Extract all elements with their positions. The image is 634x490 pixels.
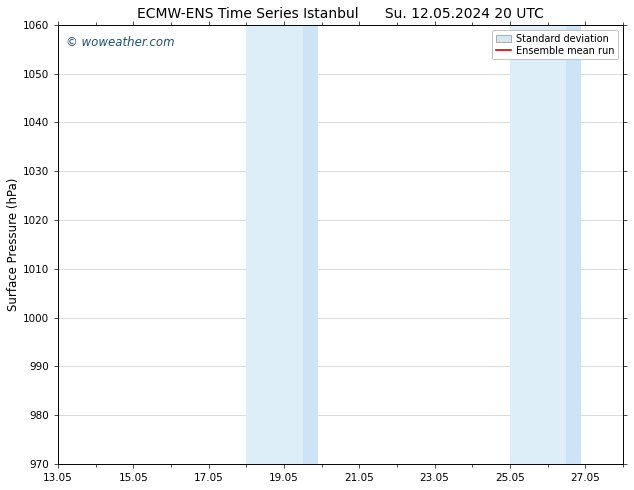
Bar	[303, 25, 318, 464]
Text: © woweather.com: © woweather.com	[67, 36, 175, 49]
Bar	[510, 25, 566, 464]
Legend: Standard deviation, Ensemble mean run: Standard deviation, Ensemble mean run	[493, 30, 618, 59]
Title: ECMW-ENS Time Series Istanbul      Su. 12.05.2024 20 UTC: ECMW-ENS Time Series Istanbul Su. 12.05.…	[137, 7, 544, 21]
Bar	[566, 25, 581, 464]
Bar	[246, 25, 303, 464]
Y-axis label: Surface Pressure (hPa): Surface Pressure (hPa)	[7, 178, 20, 311]
